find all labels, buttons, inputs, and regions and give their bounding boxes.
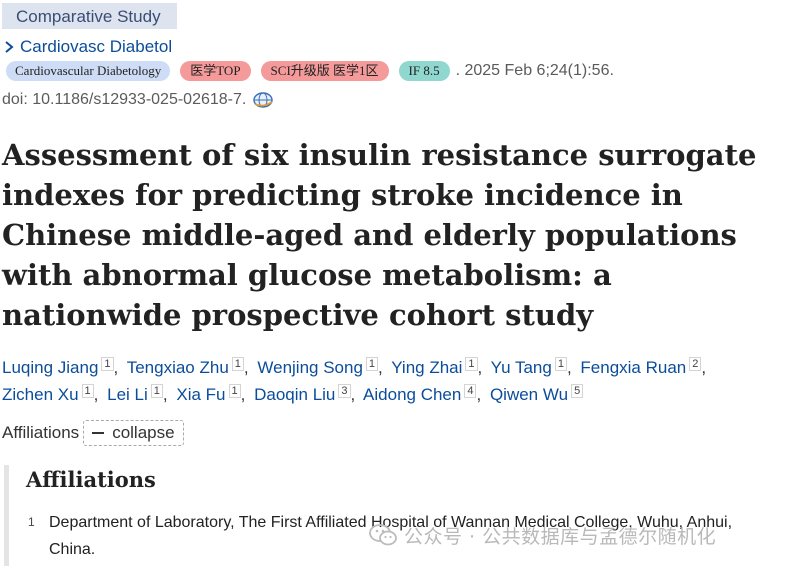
affiliation-ref[interactable]: 5 [571, 384, 584, 398]
doi-line: doi: 10.1186/s12933-025-02618-7. [2, 89, 274, 111]
publication-date: . 2025 Feb 6;24(1):56. [455, 62, 614, 79]
affiliation-ref[interactable]: 3 [338, 384, 351, 398]
affiliation-ref[interactable]: 1 [231, 357, 244, 371]
article-title: Assessment of six insulin resistance sur… [2, 138, 757, 332]
author-item: Qiwen Wu 5 [489, 384, 584, 404]
author-name[interactable]: Lei Li [107, 385, 148, 404]
author-name[interactable]: Zichen Xu [2, 385, 79, 404]
author-name[interactable]: Fengxia Ruan [580, 358, 687, 377]
affiliations-toggle-row: Affiliations collapse [2, 418, 184, 448]
collapse-label: collapse [112, 423, 175, 442]
globe-link-icon[interactable] [252, 91, 274, 109]
author-name[interactable]: Xia Fu [176, 385, 226, 404]
author-item: Wenjing Song 1, [257, 357, 383, 377]
affiliations-heading: Affiliations [26, 467, 156, 492]
author-name[interactable]: Tengxiao Zhu [126, 358, 229, 377]
affiliation-ref[interactable]: 1 [365, 357, 379, 371]
affiliation-ref[interactable]: 1 [101, 357, 114, 371]
chevron-right-icon [5, 41, 14, 53]
affiliation-ref[interactable]: 4 [464, 384, 477, 398]
affiliation-ref[interactable]: 2 [689, 357, 702, 371]
author-item: Lei Li 1, [107, 384, 168, 404]
affiliation-number: 1 [28, 515, 35, 529]
affiliation-ref[interactable]: 1 [465, 357, 478, 371]
author-item: Luqing Jiang 1, [2, 357, 119, 377]
author-name[interactable]: Qiwen Wu [489, 385, 569, 404]
author-item: Tengxiao Zhu 1, [126, 357, 249, 377]
author-item: Yu Tang 1, [490, 357, 572, 377]
author-item: Aidong Chen 4, [363, 384, 482, 404]
watermark: 公众号 · 公共数据库与孟德尔随机化 [368, 521, 716, 549]
watermark-text: 公众号 · 公共数据库与孟德尔随机化 [404, 525, 717, 548]
author-item: Ying Zhai 1, [391, 357, 483, 377]
affiliation-ref[interactable]: 1 [81, 384, 94, 398]
author-name[interactable]: Luqing Jiang [2, 358, 99, 377]
author-name[interactable]: Wenjing Song [257, 358, 363, 377]
impact-factor-badge: IF 8.5 [398, 61, 450, 81]
wechat-icon [369, 524, 397, 546]
publication-type-tag[interactable]: Comparative Study [2, 3, 177, 29]
collapse-button[interactable]: collapse [83, 420, 184, 446]
author-name[interactable]: Daoqin Liu [254, 385, 336, 404]
author-name[interactable]: Yu Tang [490, 358, 552, 377]
author-name[interactable]: Aidong Chen [363, 385, 462, 404]
affiliation-ref[interactable]: 1 [150, 384, 163, 398]
affiliation-text: Department of Laboratory, The First Affi… [49, 514, 733, 558]
affiliation-item: 1 Department of Laboratory, The First Af… [9, 509, 789, 563]
author-item: Zichen Xu 1, [2, 384, 99, 404]
affiliation-ref[interactable]: 1 [228, 384, 241, 398]
author-list: Luqing Jiang 1, Tengxiao Zhu 1, Wenjing So… [2, 354, 792, 408]
author-item: Fengxia Ruan 2, [580, 357, 707, 377]
journal-badges: Cardiovascular Diabetology 医学TOP SCI升级版 … [6, 60, 614, 82]
author-name[interactable]: Ying Zhai [391, 358, 463, 377]
author-item: Daoqin Liu 3, [254, 384, 356, 404]
affiliations-section: Affiliations 1 Department of Laboratory,… [4, 465, 794, 566]
journal-link[interactable]: Cardiovasc Diabetol [2, 36, 172, 58]
author-item: Xia Fu 1, [176, 384, 246, 404]
top-badge: 医学TOP [180, 61, 251, 81]
minus-icon [92, 432, 105, 434]
journal-full-name-badge[interactable]: Cardiovascular Diabetology [6, 61, 171, 81]
doi-text: doi: 10.1186/s12933-025-02618-7. [2, 91, 247, 108]
affiliation-ref[interactable]: 1 [554, 357, 567, 371]
journal-short-name[interactable]: Cardiovasc Diabetol [20, 37, 173, 56]
affiliations-label: Affiliations [2, 423, 80, 442]
affiliations-list: 1 Department of Laboratory, The First Af… [9, 509, 789, 563]
sci-zone-badge: SCI升级版 医学1区 [260, 61, 389, 81]
